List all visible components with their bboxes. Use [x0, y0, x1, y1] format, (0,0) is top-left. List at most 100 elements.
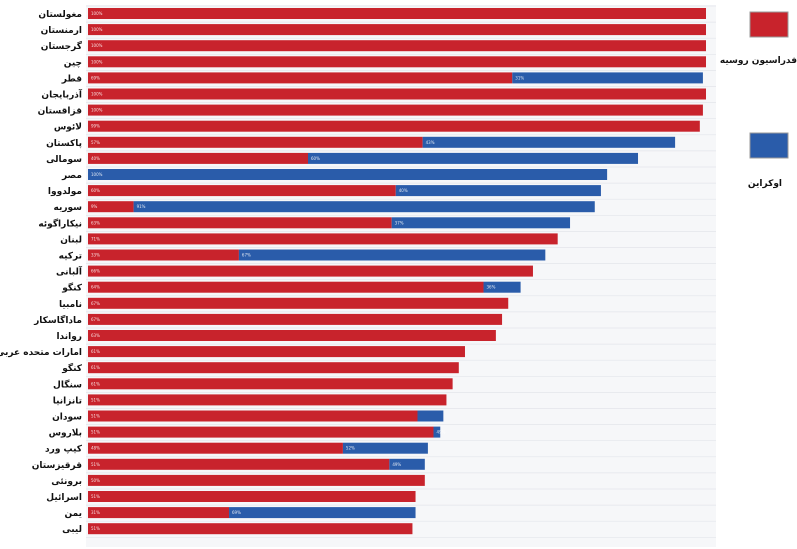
category-label: کیپ ورد	[45, 445, 83, 455]
data-label-russia: 51%	[91, 526, 100, 531]
data-label-ukraine: 36%	[487, 285, 496, 290]
category-label: سومالی	[46, 155, 82, 165]
category-label: اسرائیل	[46, 493, 82, 503]
category-label: نامبیا	[59, 300, 82, 310]
legend-swatch-ukraine	[749, 132, 789, 159]
category-label: قرقیزستان	[32, 461, 82, 471]
bar-ukraine	[88, 169, 608, 180]
category-label: بلاروس	[49, 429, 82, 439]
category-label: چین	[64, 58, 82, 68]
bar-russia	[88, 120, 700, 132]
category-label: تانزانیا	[53, 396, 82, 406]
data-label-ukraine: 31%	[515, 75, 524, 80]
category-label: نیکاراگوئه	[38, 217, 82, 229]
category-label: امارات متحده عربی	[0, 348, 82, 358]
data-label-russia: 51%	[91, 414, 100, 419]
data-label-russia: 50%	[91, 478, 100, 483]
category-label: لبنان	[60, 235, 82, 245]
data-label-ukraine: 43%	[426, 140, 435, 145]
data-label-ukraine: 37%	[395, 220, 404, 225]
category-label: لائوس	[54, 123, 82, 133]
data-label-russia: 48%	[91, 446, 100, 451]
bar-ukraine	[342, 442, 428, 454]
data-label-russia: 69%	[91, 75, 100, 80]
data-label-russia: 99%	[91, 124, 100, 129]
data-label-russia: 100%	[91, 108, 103, 113]
bar-russia	[88, 136, 423, 148]
bar-russia	[88, 185, 396, 197]
data-label-russia: 33%	[91, 253, 100, 258]
category-label: برونئی	[51, 477, 82, 487]
data-label-russia: 51%	[91, 494, 100, 499]
data-label-ukraine: 49%	[392, 462, 401, 467]
category-label: سوریه	[53, 203, 82, 213]
bar-russia	[88, 410, 418, 422]
data-label-ukraine: 49%	[436, 430, 445, 435]
bar-ukraine	[417, 410, 444, 422]
data-label-russia: 100%	[91, 59, 103, 64]
data-label-russia: 31%	[91, 510, 100, 515]
bar-russia	[88, 507, 230, 519]
bar-russia	[88, 474, 425, 486]
data-label-russia: 66%	[91, 269, 100, 274]
category-label: سنگال	[53, 378, 82, 390]
data-label-russia: 40%	[91, 156, 100, 161]
bar-russia	[88, 523, 413, 535]
data-label-ukraine: 52%	[346, 446, 355, 451]
category-label: یمن	[64, 509, 82, 519]
bar-russia	[88, 201, 134, 213]
bar-russia	[88, 346, 465, 358]
bar-russia	[88, 40, 706, 52]
data-label-ukraine: 67%	[242, 253, 251, 258]
data-label-russia: 61%	[91, 365, 100, 370]
bar-russia	[88, 72, 513, 84]
bar-russia	[88, 394, 447, 406]
data-label-russia: 61%	[91, 381, 100, 386]
data-label-ukraine: 60%	[311, 156, 320, 161]
data-label-russia: 71%	[91, 236, 100, 241]
data-label-russia: 100%	[91, 43, 103, 48]
data-label-russia: 63%	[91, 333, 100, 338]
bar-ukraine	[512, 72, 703, 84]
category-label: ارمنستان	[41, 26, 82, 36]
bar-russia	[88, 8, 706, 19]
bar-russia	[88, 362, 459, 374]
bar-russia	[88, 297, 509, 309]
category-label: قطر	[61, 74, 82, 84]
bar-russia	[88, 217, 392, 229]
category-label: قزاقستان	[38, 107, 82, 117]
bar-ukraine	[389, 458, 425, 470]
bar-ukraine	[308, 152, 639, 164]
data-label-russia: 64%	[91, 285, 100, 290]
bar-ukraine	[391, 217, 571, 229]
bar-russia	[88, 313, 503, 325]
category-label: رواندا	[56, 332, 82, 342]
category-label: گرجستان	[41, 40, 83, 52]
legend-swatch-russia	[749, 11, 789, 38]
bar-russia	[88, 491, 416, 502]
legend-label-ukraine: اوکراین	[748, 179, 782, 189]
bar-russia	[88, 281, 484, 293]
category-label: سودان	[52, 413, 82, 423]
bar-russia	[88, 104, 703, 116]
bar-russia	[88, 458, 390, 470]
data-label-russia: 57%	[91, 140, 100, 145]
data-label-russia: 63%	[91, 220, 100, 225]
legend-label-russia: فدراسیون روسیه	[720, 56, 797, 66]
bar-ukraine	[229, 507, 416, 519]
bar-russia	[88, 88, 706, 100]
data-label-russia: 61%	[91, 349, 100, 354]
bar-ukraine	[483, 281, 521, 293]
bar-ukraine	[395, 185, 601, 197]
bar-russia	[88, 249, 239, 261]
bar-russia	[88, 56, 706, 68]
data-label-russia: 9%	[91, 204, 98, 209]
data-label-russia: 100%	[91, 27, 103, 32]
data-label-russia: 67%	[91, 301, 100, 306]
bar-ukraine	[433, 426, 441, 438]
data-label-russia: 51%	[91, 462, 100, 467]
data-label-ukraine: 91%	[137, 204, 146, 209]
category-label: کنگو	[61, 362, 83, 374]
data-label-russia: 100%	[91, 92, 103, 97]
